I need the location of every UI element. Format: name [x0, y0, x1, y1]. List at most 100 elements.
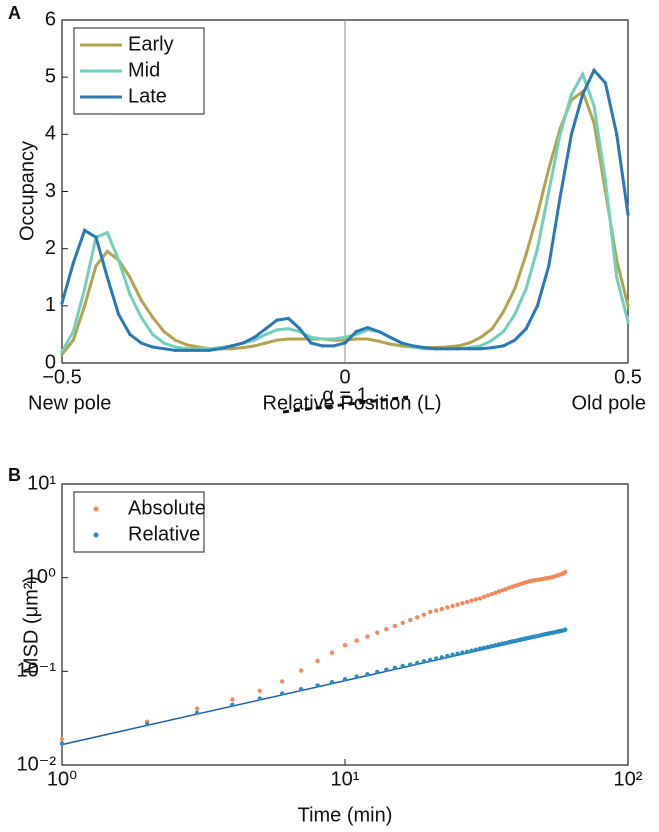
point	[473, 597, 479, 602]
point	[388, 335, 392, 339]
point	[535, 247, 540, 251]
point	[524, 252, 528, 256]
point	[365, 634, 370, 639]
point	[477, 646, 483, 651]
slope-guide	[282, 395, 409, 414]
point	[479, 335, 483, 339]
point	[257, 688, 263, 693]
point	[464, 649, 470, 654]
x-tick-label: −0.5	[42, 366, 81, 388]
y-tick-label: 3	[45, 180, 56, 202]
point	[375, 630, 380, 635]
point	[286, 316, 290, 321]
point	[280, 679, 285, 684]
y-tick-label: 4	[45, 123, 56, 145]
point	[547, 264, 551, 268]
point	[71, 329, 75, 334]
y-axis-label: Occupancy	[16, 141, 38, 241]
legend-box	[73, 491, 205, 553]
point	[354, 638, 359, 643]
point	[501, 344, 506, 348]
point	[173, 338, 177, 342]
point	[117, 258, 121, 262]
point	[230, 697, 235, 702]
point	[241, 345, 245, 350]
point	[626, 304, 630, 308]
point	[445, 653, 450, 659]
point	[309, 341, 313, 345]
point	[439, 606, 445, 612]
point	[592, 104, 596, 108]
point	[467, 347, 472, 351]
point	[513, 338, 517, 342]
x-axis-label: Time (min)	[298, 804, 393, 826]
point	[60, 349, 64, 354]
y-axis-label: MSD (μm²)	[20, 576, 42, 674]
point	[366, 337, 370, 341]
point	[59, 736, 65, 742]
point	[257, 696, 263, 701]
point	[329, 650, 335, 655]
point	[524, 327, 528, 331]
point	[315, 658, 320, 664]
point	[384, 626, 389, 632]
point	[490, 345, 494, 350]
point	[513, 287, 517, 291]
y-tick-label: 0	[45, 351, 56, 373]
point	[496, 589, 502, 594]
point	[275, 328, 279, 332]
point	[150, 332, 155, 337]
point	[194, 710, 200, 715]
point	[196, 348, 200, 353]
y-tick-label: 5	[45, 65, 56, 87]
point	[320, 337, 324, 341]
point	[400, 663, 405, 669]
point	[421, 659, 427, 664]
point	[332, 337, 336, 341]
point	[342, 677, 348, 682]
point	[264, 332, 268, 337]
point	[298, 668, 304, 673]
point	[400, 341, 404, 345]
point	[252, 335, 257, 339]
point	[71, 338, 75, 342]
point	[563, 627, 568, 632]
point	[496, 642, 502, 647]
point	[354, 674, 359, 679]
point	[377, 329, 381, 334]
point	[83, 228, 87, 232]
point	[366, 325, 370, 330]
point	[230, 344, 234, 348]
annotation: New pole	[28, 392, 111, 414]
point	[342, 643, 348, 648]
point	[450, 603, 455, 609]
legend-label: Relative	[128, 523, 200, 545]
point	[477, 596, 483, 601]
point	[427, 609, 433, 615]
legend-swatch	[93, 532, 99, 538]
point	[626, 320, 630, 324]
point	[485, 644, 491, 650]
point	[626, 212, 630, 216]
point	[218, 347, 223, 351]
point	[615, 132, 619, 136]
point	[456, 344, 460, 348]
point	[207, 348, 211, 353]
y-tick-label: 2	[45, 237, 56, 259]
point	[392, 665, 398, 671]
point	[343, 335, 347, 339]
point	[264, 341, 268, 345]
point	[485, 593, 491, 598]
point	[421, 612, 427, 617]
point	[59, 741, 65, 746]
point	[83, 304, 87, 308]
point	[60, 352, 64, 357]
point	[455, 602, 460, 607]
point	[445, 347, 449, 351]
point	[408, 662, 413, 667]
point	[547, 167, 551, 171]
point	[547, 189, 551, 194]
point	[415, 615, 420, 620]
point	[535, 212, 540, 216]
x-tick-label: 0.5	[614, 366, 642, 388]
